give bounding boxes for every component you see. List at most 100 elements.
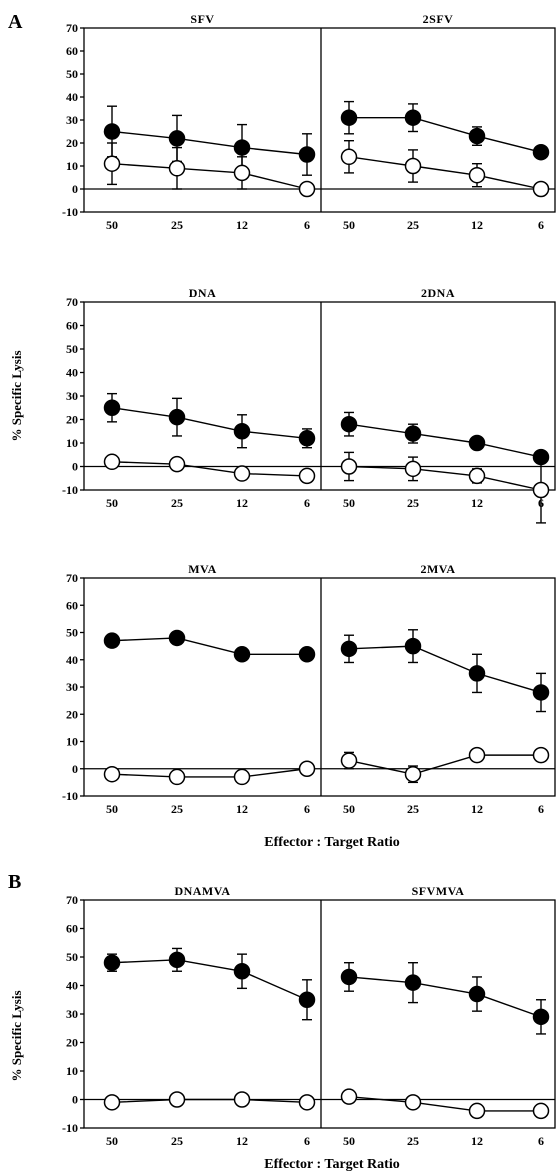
data-point-filled (168, 629, 186, 647)
data-point-filled (168, 408, 186, 426)
plot-frame (83, 899, 556, 1129)
y-tick-label: 50 (66, 67, 78, 81)
plot-frame (83, 27, 556, 213)
data-point-open (468, 746, 486, 764)
data-point-filled (404, 637, 422, 655)
x-axis-title-a: Effector : Target Ratio (264, 835, 399, 850)
data-point-filled (298, 646, 316, 663)
data-point-filled (404, 109, 422, 126)
subplot-dna: DNA -10 0 10 20 30 40 50 60 70 50 25 12 6 (62, 286, 321, 510)
data-point-filled (532, 684, 550, 701)
data-point-open (233, 465, 251, 482)
series-line (349, 116, 542, 153)
subplot-title: MVA (188, 562, 217, 576)
y-tick-label: 60 (66, 44, 78, 58)
x-tick-label: 6 (538, 218, 544, 232)
data-point-filled (340, 415, 358, 433)
series-open (103, 142, 316, 198)
x-tick-label: 12 (471, 802, 483, 816)
x-tick-label: 25 (171, 802, 183, 816)
subplot-2sfv: 2SFV 50 25 12 6 (321, 12, 555, 232)
x-tick-label: 12 (236, 1134, 248, 1148)
y-tick-label: 20 (66, 413, 78, 427)
subplot-2mva: 2MVA 50 25 12 6 (321, 562, 555, 816)
subplot-title: 2DNA (421, 286, 455, 300)
y-tick-label: 20 (66, 1036, 78, 1050)
data-point-open (468, 1102, 486, 1120)
x-tick-label: 50 (106, 218, 118, 232)
data-point-filled (404, 425, 422, 442)
y-tick-label: 60 (66, 598, 78, 612)
x-tick-label: 6 (538, 1134, 544, 1148)
x-tick-label: 50 (106, 496, 118, 510)
y-tick-label: 70 (66, 571, 78, 585)
data-point-filled (532, 1008, 550, 1026)
data-point-filled (103, 954, 121, 971)
x-tick-label: 25 (407, 802, 419, 816)
series-line (348, 423, 542, 458)
x-tick-label: 25 (171, 218, 183, 232)
data-point-filled (103, 632, 121, 649)
y-tick-label: 50 (66, 342, 78, 356)
y-tick-label: 10 (66, 159, 78, 173)
y-tick-label: 0 (72, 1093, 78, 1107)
y-tick-label: 30 (66, 113, 78, 127)
x-tick-label: 25 (407, 496, 419, 510)
subplot-title: 2SFV (423, 12, 454, 26)
data-point-filled (298, 430, 316, 447)
y-tick-label: 30 (66, 1007, 78, 1021)
data-point-open (404, 157, 422, 175)
y-axis-title-b: % Specific Lysis (9, 990, 24, 1081)
series-filled (103, 105, 316, 176)
x-tick-label: 50 (106, 802, 118, 816)
series-line (111, 768, 308, 778)
y-tick-label: 70 (66, 295, 78, 309)
data-point-open (168, 768, 186, 786)
panel-label-a: A (8, 11, 23, 33)
y-tick-label: 0 (72, 182, 78, 196)
data-point-open (340, 458, 358, 475)
data-point-open (298, 1094, 316, 1111)
series-filled (340, 962, 550, 1035)
y-axis-title-a: % Specific Lysis (9, 350, 24, 441)
x-tick-label: 25 (407, 1134, 419, 1148)
x-tick-label: 6 (538, 802, 544, 816)
y-tick-label: 10 (66, 1064, 78, 1078)
subplot-title: DNA (189, 286, 217, 300)
series-filled (103, 629, 316, 663)
data-point-open (298, 760, 316, 777)
series-line (348, 156, 542, 190)
series-filled (340, 629, 550, 713)
subplot-2dna: 2DNA5025126 (321, 286, 555, 524)
data-point-open (404, 765, 422, 783)
data-point-filled (168, 130, 186, 147)
subplot-title: DNAMVA (174, 884, 230, 898)
x-tick-label: 6 (304, 802, 310, 816)
y-tick-label: 60 (66, 319, 78, 333)
series-open (340, 1088, 550, 1120)
data-point-filled (233, 963, 251, 980)
subplot-mva: MVA -10 0 10 20 30 40 50 60 70 50 25 12 6 (62, 562, 321, 816)
series-line (348, 1095, 541, 1112)
x-tick-label: 12 (471, 1134, 483, 1148)
x-tick-label: 12 (236, 218, 248, 232)
plot-frame (83, 577, 556, 797)
x-tick-label: 25 (407, 218, 419, 232)
data-point-open (233, 164, 251, 182)
y-tick-label: 0 (72, 460, 78, 474)
subplot-sfvmva: SFVMVA 50 25 12 6 (321, 884, 555, 1148)
x-tick-label: 25 (171, 496, 183, 510)
data-point-open (340, 148, 358, 166)
data-point-filled (233, 646, 251, 663)
data-point-open (532, 746, 550, 764)
y-tick-label: 40 (66, 90, 78, 104)
data-point-open (298, 467, 316, 485)
series-open (340, 139, 550, 198)
series-filled (103, 947, 316, 1021)
series-line (111, 637, 307, 655)
data-point-open (532, 481, 550, 499)
data-point-open (233, 768, 251, 786)
series-line (111, 163, 308, 190)
x-tick-label: 12 (471, 496, 483, 510)
subplot-title: 2MVA (420, 562, 455, 576)
